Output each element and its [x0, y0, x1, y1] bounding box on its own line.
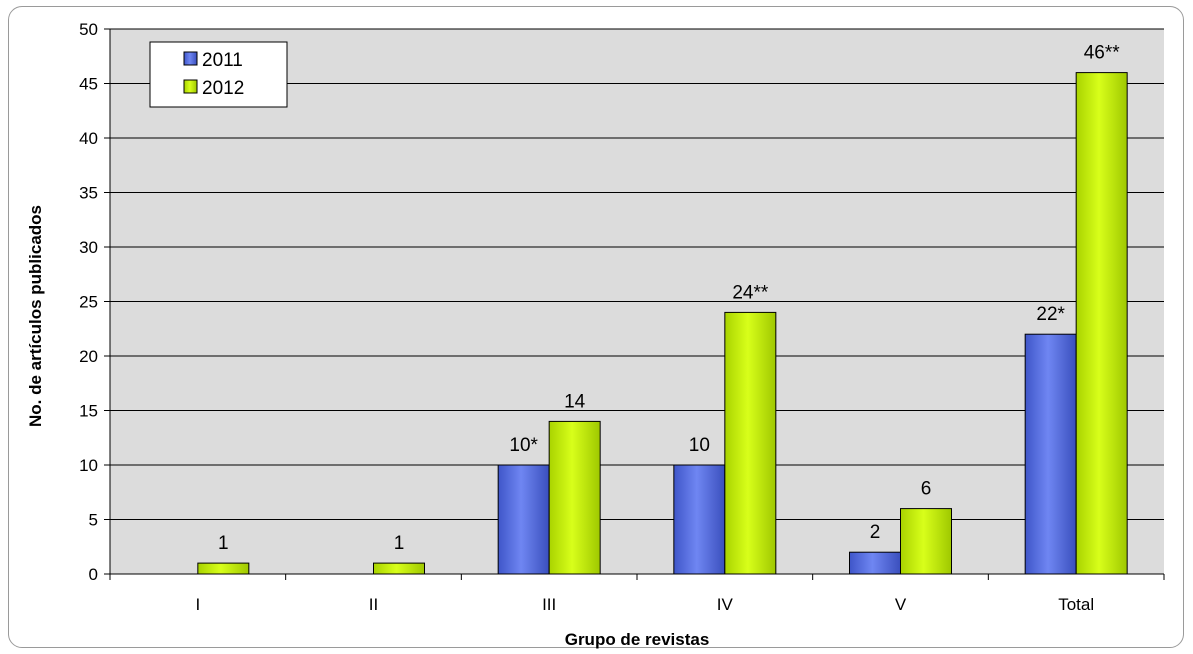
data-label-2011-III: 10* — [509, 435, 538, 456]
legend-box — [149, 41, 288, 108]
y-tick-label: 20 — [79, 347, 98, 366]
data-label-2011-V: 2 — [870, 522, 881, 543]
y-tick-label: 50 — [79, 20, 98, 39]
data-label-2012-IV: 24** — [732, 282, 769, 303]
bar-2011-V — [849, 551, 901, 575]
y-tick-label: 40 — [79, 129, 98, 148]
data-label-2012-I: 1 — [218, 533, 229, 554]
y-tick-label: 30 — [79, 238, 98, 257]
data-label-2012-V: 6 — [921, 479, 932, 500]
bar-2012-I — [197, 562, 250, 575]
y-axis-title: No. de artículos publicados — [26, 205, 45, 427]
y-tick-label: 10 — [79, 456, 98, 475]
y-tick-label: 5 — [89, 511, 98, 530]
y-tick-label: 35 — [79, 184, 98, 203]
y-tick-label: 15 — [79, 402, 98, 421]
bar-2011-III — [497, 464, 550, 575]
x-tick-label: V — [895, 595, 907, 614]
gridlines — [110, 28, 1164, 520]
x-tick-label: I — [195, 595, 200, 614]
data-labels: 1 1 10* 14 10 24** 2 6 22* 46** — [218, 43, 1120, 554]
bar-2012-Total — [1075, 72, 1128, 575]
legend-swatch-2012 — [183, 79, 198, 94]
x-axis-title: Grupo de revistas — [565, 630, 710, 649]
bar-2011-Total — [1024, 333, 1077, 575]
y-tick-label: 45 — [79, 75, 98, 94]
y-tick-label: 25 — [79, 293, 98, 312]
axes — [104, 28, 1165, 580]
data-label-2011-IV: 10 — [689, 435, 710, 456]
data-label-2011-Total: 22* — [1036, 304, 1065, 325]
data-label-2012-II: 1 — [394, 533, 405, 554]
bar-2011-IV — [673, 464, 726, 575]
y-tick-label: 0 — [89, 565, 98, 584]
x-tick-label: IV — [717, 595, 734, 614]
legend-label-2011: 2011 — [202, 50, 243, 71]
x-tick-labels: I II III IV V Total — [195, 595, 1094, 614]
legend: 2011 2012 — [149, 41, 288, 108]
y-tick-labels: 0 5 10 15 20 25 30 35 40 45 50 — [79, 20, 98, 584]
legend-label-2012: 2012 — [202, 78, 244, 99]
bars — [197, 72, 1128, 575]
bar-2012-V — [900, 508, 952, 575]
x-tick-label: Total — [1058, 595, 1094, 614]
bar-2012-III — [548, 420, 601, 575]
x-tick-label: III — [542, 595, 556, 614]
bar-2012-II — [373, 562, 425, 575]
legend-swatch-2011 — [183, 51, 198, 66]
data-label-2012-Total: 46** — [1084, 43, 1121, 64]
data-label-2012-III: 14 — [564, 391, 586, 412]
x-tick-label: II — [369, 595, 378, 614]
bar-2012-IV — [724, 311, 777, 575]
